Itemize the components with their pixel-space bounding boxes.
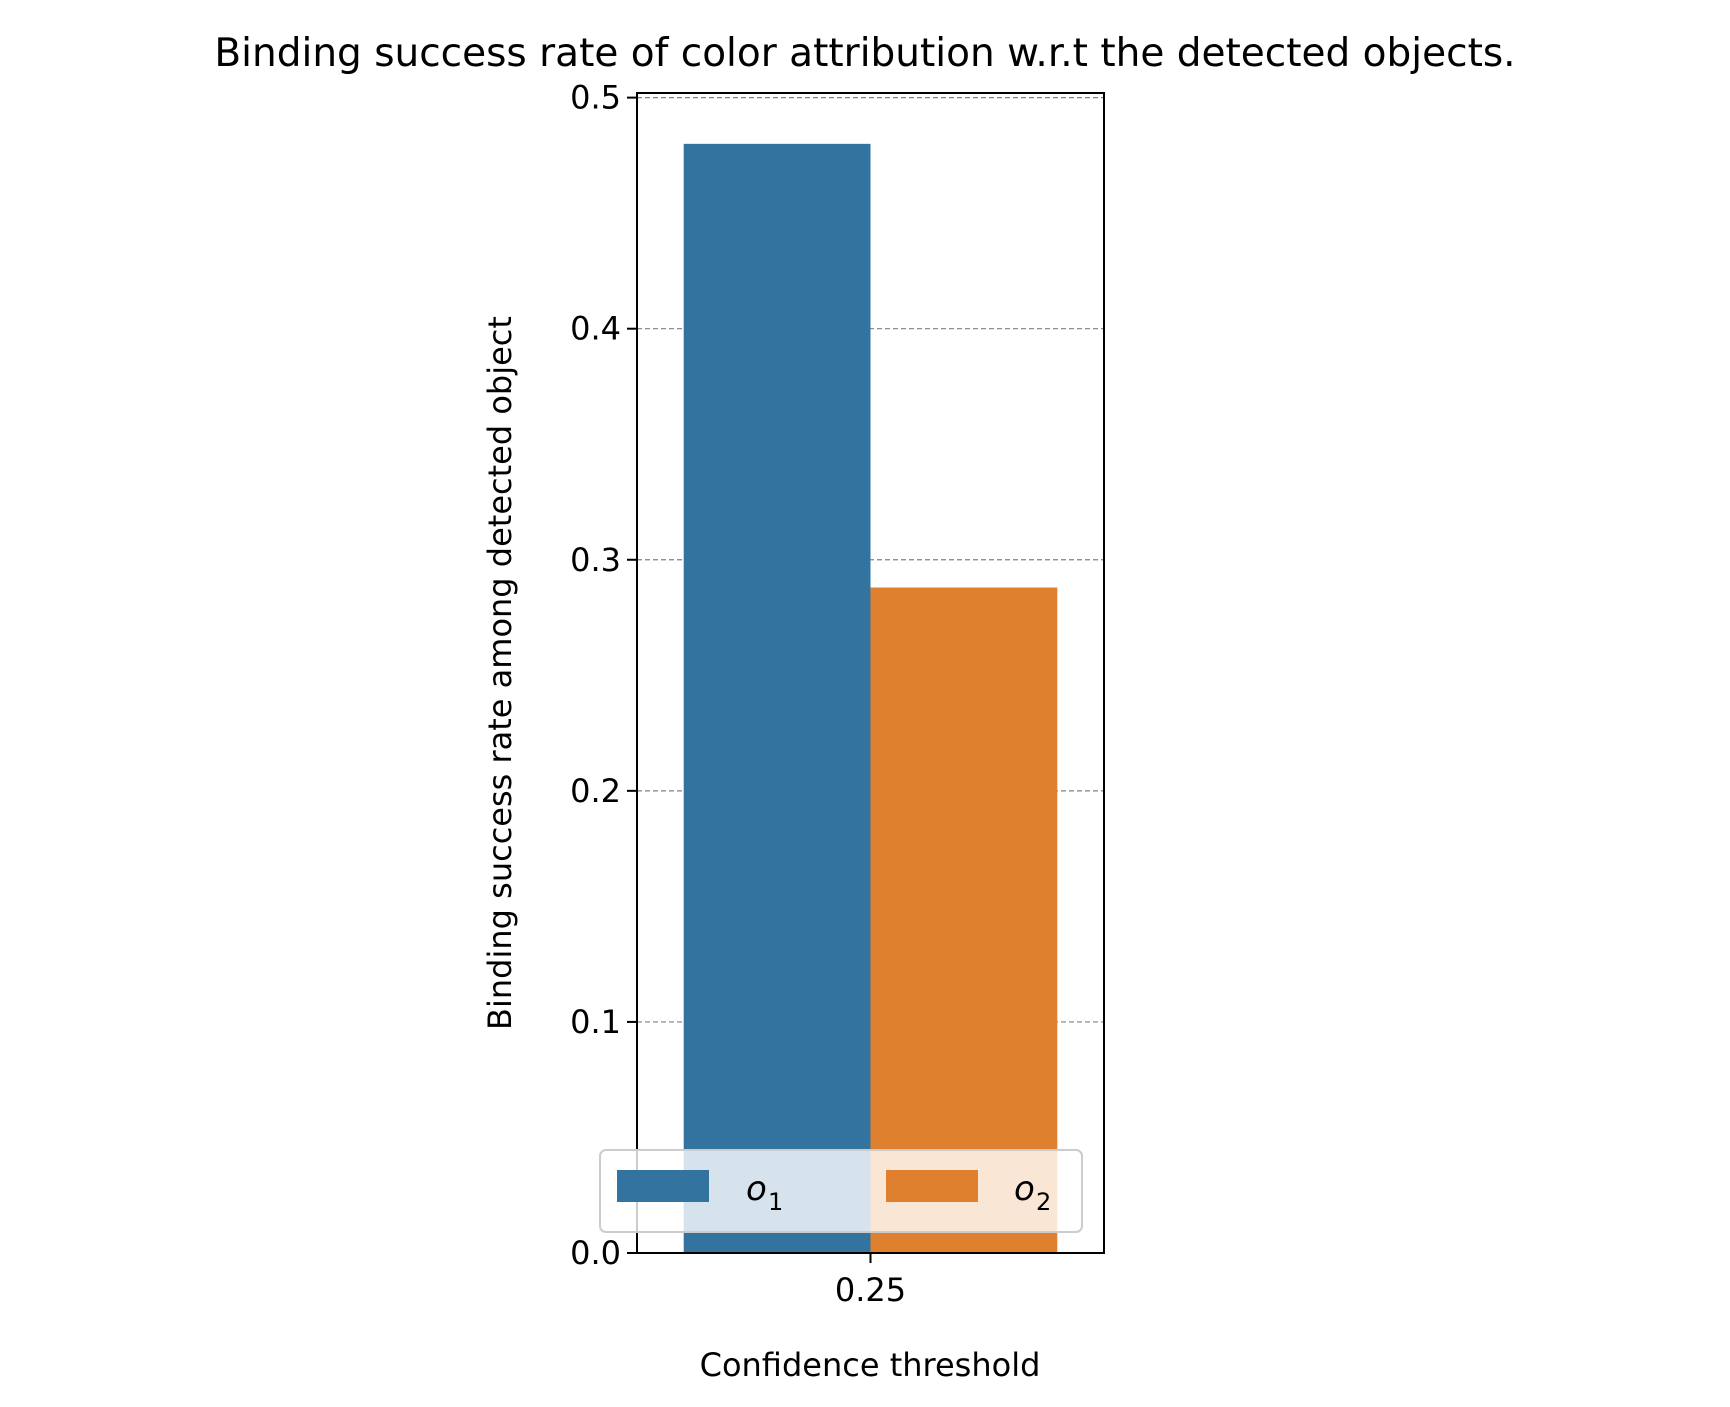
y-tick-label: 0.2 [570, 772, 621, 810]
legend-label-1: o [746, 1169, 767, 1209]
chart-title: Binding success rate of color attributio… [214, 31, 1515, 76]
legend-label-subscript-1: 1 [768, 1188, 783, 1216]
legend-label-2: o [1014, 1169, 1035, 1209]
y-axis-ticks: 0.0 0.1 0.2 0.3 0.4 0.5 [570, 79, 637, 1272]
y-tick-label: 0.1 [570, 1003, 621, 1041]
x-axis-ticks: 0.25 [835, 1253, 906, 1309]
bar-series-1 [683, 143, 871, 1253]
bar-series-2 [870, 587, 1058, 1253]
legend-label-subscript-2: 2 [1036, 1188, 1051, 1216]
y-axis-label: Binding success rate among detected obje… [481, 316, 519, 1030]
x-axis-label: Confidence threshold [700, 1346, 1041, 1384]
x-tick-label: 0.25 [835, 1271, 906, 1309]
y-tick-label: 0.5 [570, 79, 621, 117]
y-tick-label: 0.4 [570, 310, 621, 348]
y-tick-label: 0.0 [570, 1234, 621, 1272]
legend-swatch-1 [617, 1170, 709, 1202]
plot-area: 0.0 0.1 0.2 0.3 0.4 0.5 0.25 [570, 79, 1105, 1309]
bars [683, 143, 1058, 1253]
legend-swatch-2 [886, 1170, 978, 1202]
y-tick-label: 0.3 [570, 541, 621, 579]
